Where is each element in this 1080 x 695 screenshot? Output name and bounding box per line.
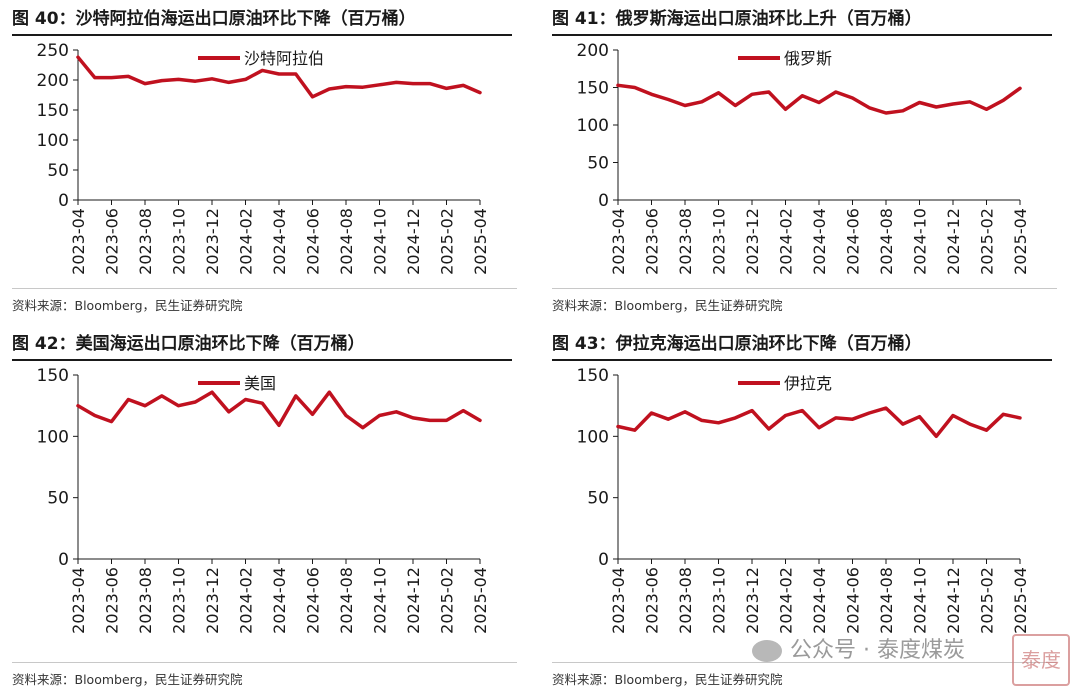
chart-title: 图 41：俄罗斯海运出口原油环比上升（百万桶） <box>552 4 1052 36</box>
x-tick-label: 2025-04 <box>1011 567 1030 634</box>
x-tick-label: 2024-02 <box>777 208 796 275</box>
x-tick-label: 2023-10 <box>170 208 189 275</box>
chart-panel-russia: 图 41：俄罗斯海运出口原油环比上升（百万桶） 0 50 100 150 200 2023… <box>552 0 1072 340</box>
x-tick-label: 2023-12 <box>203 567 222 634</box>
series-line <box>616 406 1022 439</box>
x-tick-label: 2023-10 <box>170 567 189 634</box>
x-tick-label: 2024-12 <box>404 567 423 634</box>
x-tick-label: 2024-06 <box>304 208 323 275</box>
y-tick-label: 250 <box>37 41 69 61</box>
x-tick-label: 2024-08 <box>337 567 356 634</box>
x-tick-label: 2024-10 <box>911 567 930 634</box>
source-note: 资料来源：Bloomberg，民生证券研究院 <box>12 288 517 314</box>
source-note: 资料来源：Bloomberg，民生证券研究院 <box>12 662 517 688</box>
x-tick-label: 2025-04 <box>1011 208 1030 275</box>
x-tick-label: 2025-02 <box>438 567 457 634</box>
y-tick-label: 100 <box>577 116 609 136</box>
x-tick-label: 2023-12 <box>203 208 222 275</box>
y-tick-label: 100 <box>37 427 69 447</box>
chart-panel-usa: 图 42：美国海运出口原油环比下降（百万桶） 0 50 100 150 2023-04 2… <box>12 325 532 695</box>
x-tick-label: 2023-08 <box>136 208 155 275</box>
chart-plot: 0 50 100 150 200 250 2023-04 2023-06 2023-08 2023… <box>37 41 490 275</box>
x-tick-label: 2024-10 <box>371 208 390 275</box>
y-tick-label: 0 <box>598 550 609 570</box>
x-tick-label: 2024-08 <box>337 208 356 275</box>
x-tick-label: 2023-04 <box>69 208 88 275</box>
y-tick-label: 150 <box>577 366 609 386</box>
x-tick-label: 2023-04 <box>609 567 628 634</box>
x-tick-label: 2024-02 <box>237 567 256 634</box>
x-tick-label: 2024-04 <box>810 567 829 634</box>
x-tick-label: 2024-08 <box>877 208 896 275</box>
y-tick-label: 200 <box>577 41 609 61</box>
x-tick-label: 2023-12 <box>743 567 762 634</box>
x-tick-label: 2025-02 <box>978 208 997 275</box>
x-tick-label: 2024-02 <box>777 567 796 634</box>
watermark: 公众号 · 泰度煤炭 <box>752 632 965 664</box>
y-tick-label: 100 <box>577 427 609 447</box>
x-tick-label: 2025-04 <box>471 567 490 634</box>
x-tick-label: 2023-06 <box>643 567 662 634</box>
chart-panel-saudi: 图 40：沙特阿拉伯海运出口原油环比下降（百万桶） 0 50 100 150 200 25… <box>12 0 532 340</box>
x-tick-label: 2023-12 <box>743 208 762 275</box>
x-tick-label: 2025-04 <box>471 208 490 275</box>
watermark-text: 公众号 · 泰度煤炭 <box>790 638 965 663</box>
source-note: 资料来源：Bloomberg，民生证券研究院 <box>552 662 1057 688</box>
series-line <box>76 390 482 430</box>
x-tick-label: 2024-06 <box>844 208 863 275</box>
legend-label: 俄罗斯 <box>784 49 832 68</box>
x-tick-label: 2023-10 <box>710 567 729 634</box>
x-tick-label: 2024-12 <box>944 567 963 634</box>
x-tick-label: 2023-06 <box>103 567 122 634</box>
chart-panel-iraq: 图 43：伊拉克海运出口原油环比下降（百万桶） 0 50 100 150 2023-04… <box>552 325 1072 695</box>
wechat-icon <box>752 640 782 662</box>
source-note: 资料来源：Bloomberg，民生证券研究院 <box>552 288 1057 314</box>
chart-plot: 0 50 100 150 2023-04 2023-06 2023-08 2023-10 202… <box>37 366 490 634</box>
x-tick-label: 2024-04 <box>810 208 829 275</box>
legend-label: 美国 <box>244 374 276 393</box>
chart-title: 图 40：沙特阿拉伯海运出口原油环比下降（百万桶） <box>12 4 512 36</box>
y-tick-label: 150 <box>577 79 609 99</box>
y-tick-label: 150 <box>37 101 69 121</box>
watermark-badge: 泰度 <box>1012 634 1070 686</box>
chart-plot: 0 50 100 150 2023-04 2023-06 2023-08 2023-10 202… <box>577 366 1030 634</box>
y-tick-label: 150 <box>37 366 69 386</box>
y-tick-label: 0 <box>598 191 609 211</box>
x-tick-label: 2025-02 <box>978 567 997 634</box>
x-tick-label: 2023-08 <box>676 208 695 275</box>
x-tick-label: 2023-06 <box>643 208 662 275</box>
legend-label: 伊拉克 <box>784 374 832 393</box>
chart-plot: 0 50 100 150 200 2023-04 2023-06 2023-08 2023-10… <box>577 41 1030 275</box>
x-tick-label: 2024-06 <box>304 567 323 634</box>
series-line <box>616 83 1022 115</box>
x-tick-label: 2024-04 <box>270 208 289 275</box>
x-tick-label: 2023-10 <box>710 208 729 275</box>
x-tick-label: 2023-08 <box>676 567 695 634</box>
x-tick-label: 2024-04 <box>270 567 289 634</box>
x-tick-label: 2024-12 <box>404 208 423 275</box>
y-tick-label: 50 <box>587 154 609 174</box>
x-tick-label: 2023-04 <box>609 208 628 275</box>
y-tick-label: 50 <box>47 489 69 509</box>
chart-title: 图 42：美国海运出口原油环比下降（百万桶） <box>12 329 512 361</box>
series-line <box>76 55 482 99</box>
x-tick-label: 2024-10 <box>371 567 390 634</box>
y-tick-label: 0 <box>58 191 69 211</box>
x-tick-label: 2023-08 <box>136 567 155 634</box>
y-tick-label: 200 <box>37 71 69 91</box>
y-tick-label: 0 <box>58 550 69 570</box>
x-tick-label: 2024-12 <box>944 208 963 275</box>
y-tick-label: 100 <box>37 131 69 151</box>
x-tick-label: 2024-02 <box>237 208 256 275</box>
x-tick-label: 2024-10 <box>911 208 930 275</box>
y-tick-label: 50 <box>47 161 69 181</box>
y-tick-label: 50 <box>587 489 609 509</box>
x-tick-label: 2024-06 <box>844 567 863 634</box>
x-tick-label: 2023-06 <box>103 208 122 275</box>
x-tick-label: 2024-08 <box>877 567 896 634</box>
x-tick-label: 2023-04 <box>69 567 88 634</box>
chart-title: 图 43：伊拉克海运出口原油环比下降（百万桶） <box>552 329 1052 361</box>
legend-label: 沙特阿拉伯 <box>244 49 324 68</box>
x-tick-label: 2025-02 <box>438 208 457 275</box>
